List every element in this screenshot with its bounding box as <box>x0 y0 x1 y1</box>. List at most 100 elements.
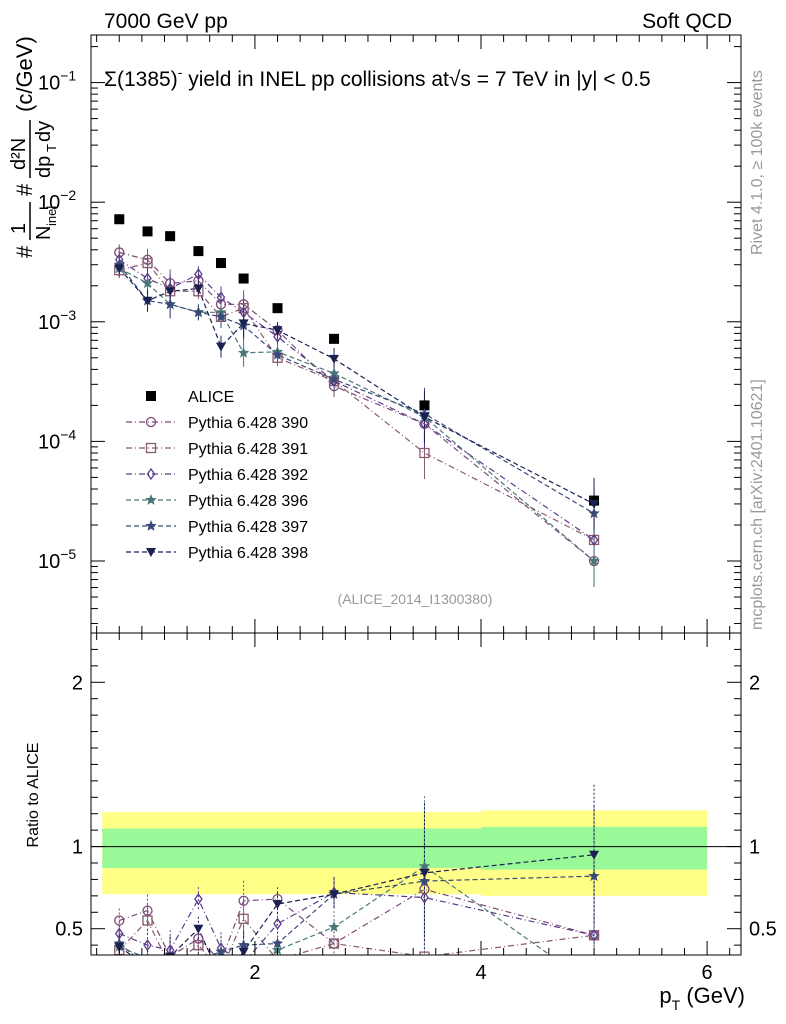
ratio-panel: 2 4 6 0.5 0.5 1 1 2 2 Ratio to ALICE <box>25 632 777 991</box>
ratio-line-pythia-6-428-390 <box>119 888 595 955</box>
ratio-point-pythia-6-428-392 <box>194 893 203 906</box>
ratio-point-pythia-6-428-391 <box>419 951 430 955</box>
legend-marker-pythia-6-428-391 <box>145 442 157 454</box>
ratio-point-pythia-6-428-398 <box>216 974 226 983</box>
point-alice <box>272 303 283 314</box>
ratio-bands <box>102 810 708 896</box>
xlabel-unit: (GeV) <box>680 983 745 1008</box>
ratio-point-pythia-6-428-398 <box>114 942 125 952</box>
legend-marker-pythia-6-428-397 <box>145 520 157 531</box>
main-series-lines <box>118 251 595 562</box>
ratio-point-pythia-6-428-390 <box>114 915 125 926</box>
line-pythia-6-428-392 <box>118 259 595 541</box>
ratio-frame <box>90 632 742 956</box>
title-particle: Σ(1385) <box>104 68 178 91</box>
ylabel-N: N <box>33 226 55 240</box>
main-axis-ticks: 10−5 10−4 10−3 10−2 10−1 <box>38 35 741 633</box>
x-axis-label: pT (GeV) <box>659 983 745 1013</box>
ratio-point-pythia-6-428-392 <box>165 943 175 955</box>
ratio-point-pythia-6-428-390 <box>165 951 176 955</box>
ratio-y-tick-label: 2 <box>72 672 83 694</box>
ratio-point-pythia-6-428-398 <box>329 890 340 900</box>
ratio-point-pythia-6-428-396 <box>164 959 175 970</box>
x-tick-label: 4 <box>475 962 486 984</box>
legend-label-alice: ALICE <box>188 389 234 406</box>
ratio-point-pythia-6-428-391 <box>193 939 204 951</box>
line-pythia-6-428-397 <box>118 264 595 514</box>
ratio-point-pythia-6-428-396 <box>418 860 431 872</box>
point-pythia-6-428-391 <box>419 447 430 459</box>
y-tick-label: 10−1 <box>38 68 76 95</box>
point-pythia-6-428-396 <box>328 367 340 379</box>
point-pythia-6-428-397 <box>328 373 340 385</box>
xlabel-T: T <box>672 997 681 1013</box>
ylabel-one: 1 <box>8 223 30 234</box>
point-pythia-6-428-390 <box>114 247 125 258</box>
ylabel-d2N: d²N <box>8 138 30 170</box>
ratio-point-pythia-6-428-397 <box>271 937 284 949</box>
ratio-point-pythia-6-428-397 <box>142 961 153 972</box>
analysis-id: (ALICE_2014_I1300380) <box>338 591 493 607</box>
legend-label-pythia-6-428-392: Pythia 6.428 392 <box>188 467 308 484</box>
point-pythia-6-428-398 <box>272 326 283 336</box>
ratio-y-tick-label-right: 1 <box>749 837 760 859</box>
point-pythia-6-428-396 <box>588 555 600 566</box>
main-panel: 10−5 10−4 10−3 10−2 10−1 Σ(1385)- yield in I… <box>8 34 742 634</box>
point-alice <box>114 214 125 225</box>
ratio-point-pythia-6-428-397 <box>197 953 199 955</box>
rivet-version: Rivet 4.1.0, ≥ 100k events <box>749 70 766 255</box>
legend-marker-alice <box>146 391 156 401</box>
point-pythia-6-428-398 <box>216 342 226 352</box>
ratio-point-pythia-6-428-391 <box>328 938 340 949</box>
ratio-point-pythia-6-428-391 <box>272 954 283 955</box>
point-pythia-6-428-398 <box>238 319 249 329</box>
ratio-point-pythia-6-428-396 <box>238 965 249 976</box>
ratio-point-pythia-6-428-398 <box>589 850 600 860</box>
title-charge: - <box>178 64 183 80</box>
ratio-line-pythia-6-428-396 <box>119 865 551 955</box>
ratio-point-pythia-6-428-392 <box>420 891 429 904</box>
ylabel-dy: dy <box>33 121 55 142</box>
legend-marker-pythia-6-428-390 <box>145 416 157 428</box>
ratio-point-pythia-6-428-396 <box>146 952 149 955</box>
header-left: 7000 GeV pp <box>104 10 228 33</box>
ratio-point-pythia-6-428-390 <box>142 905 153 916</box>
ylabel-inel: inel <box>44 206 59 226</box>
point-alice <box>329 333 340 344</box>
y-tick-label: 10−3 <box>38 307 76 334</box>
point-pythia-6-428-391 <box>142 257 153 269</box>
ratio-point-pythia-6-428-398 <box>193 924 204 934</box>
ratio-point-pythia-6-428-391 <box>217 967 226 976</box>
point-alice <box>165 231 176 242</box>
legend-label-pythia-6-428-398: Pythia 6.428 398 <box>188 545 308 562</box>
y-axis-label: # 1 N inel # d²N dp T dy (c/GeV) <box>8 36 59 258</box>
main-frame <box>90 34 742 634</box>
point-alice <box>419 400 430 411</box>
y-tick-label: 10−5 <box>38 546 76 573</box>
ratio-point-pythia-6-428-397 <box>418 875 431 886</box>
ratio-point-pythia-6-428-396 <box>588 980 599 991</box>
legend-marker-pythia-6-428-396 <box>145 494 157 505</box>
ratio-y-label: Ratio to ALICE <box>25 743 42 848</box>
legend-marker-pythia-6-428-392 <box>146 467 156 481</box>
point-pythia-6-428-397 <box>164 298 176 310</box>
point-alice <box>193 246 204 257</box>
legend-label-pythia-6-428-396: Pythia 6.428 396 <box>188 493 308 510</box>
ratio-point-pythia-6-428-398 <box>238 947 249 955</box>
legend-marker-pythia-6-428-398 <box>146 548 156 557</box>
ratio-axis-ticks: 2 4 6 0.5 0.5 1 1 2 2 <box>55 633 777 984</box>
line-pythia-6-428-391 <box>119 262 595 541</box>
point-pythia-6-428-392 <box>239 306 248 319</box>
title-middle: yield in INEL pp collisions at <box>182 68 449 91</box>
ratio-point-pythia-6-428-398 <box>143 963 153 972</box>
ratio-point-pythia-6-428-391 <box>166 962 175 971</box>
legend-label-pythia-6-428-397: Pythia 6.428 397 <box>188 519 308 536</box>
point-pythia-6-428-392 <box>589 533 599 547</box>
ratio-point-pythia-6-428-397 <box>237 939 250 950</box>
ratio-point-pythia-6-428-392 <box>589 929 599 942</box>
ratio-point-pythia-6-428-397 <box>588 870 600 881</box>
point-pythia-6-428-397 <box>192 306 205 318</box>
xlabel-p: p <box>659 983 671 1008</box>
title-rest: = 7 TeV in |y| < 0.5 <box>471 68 651 91</box>
